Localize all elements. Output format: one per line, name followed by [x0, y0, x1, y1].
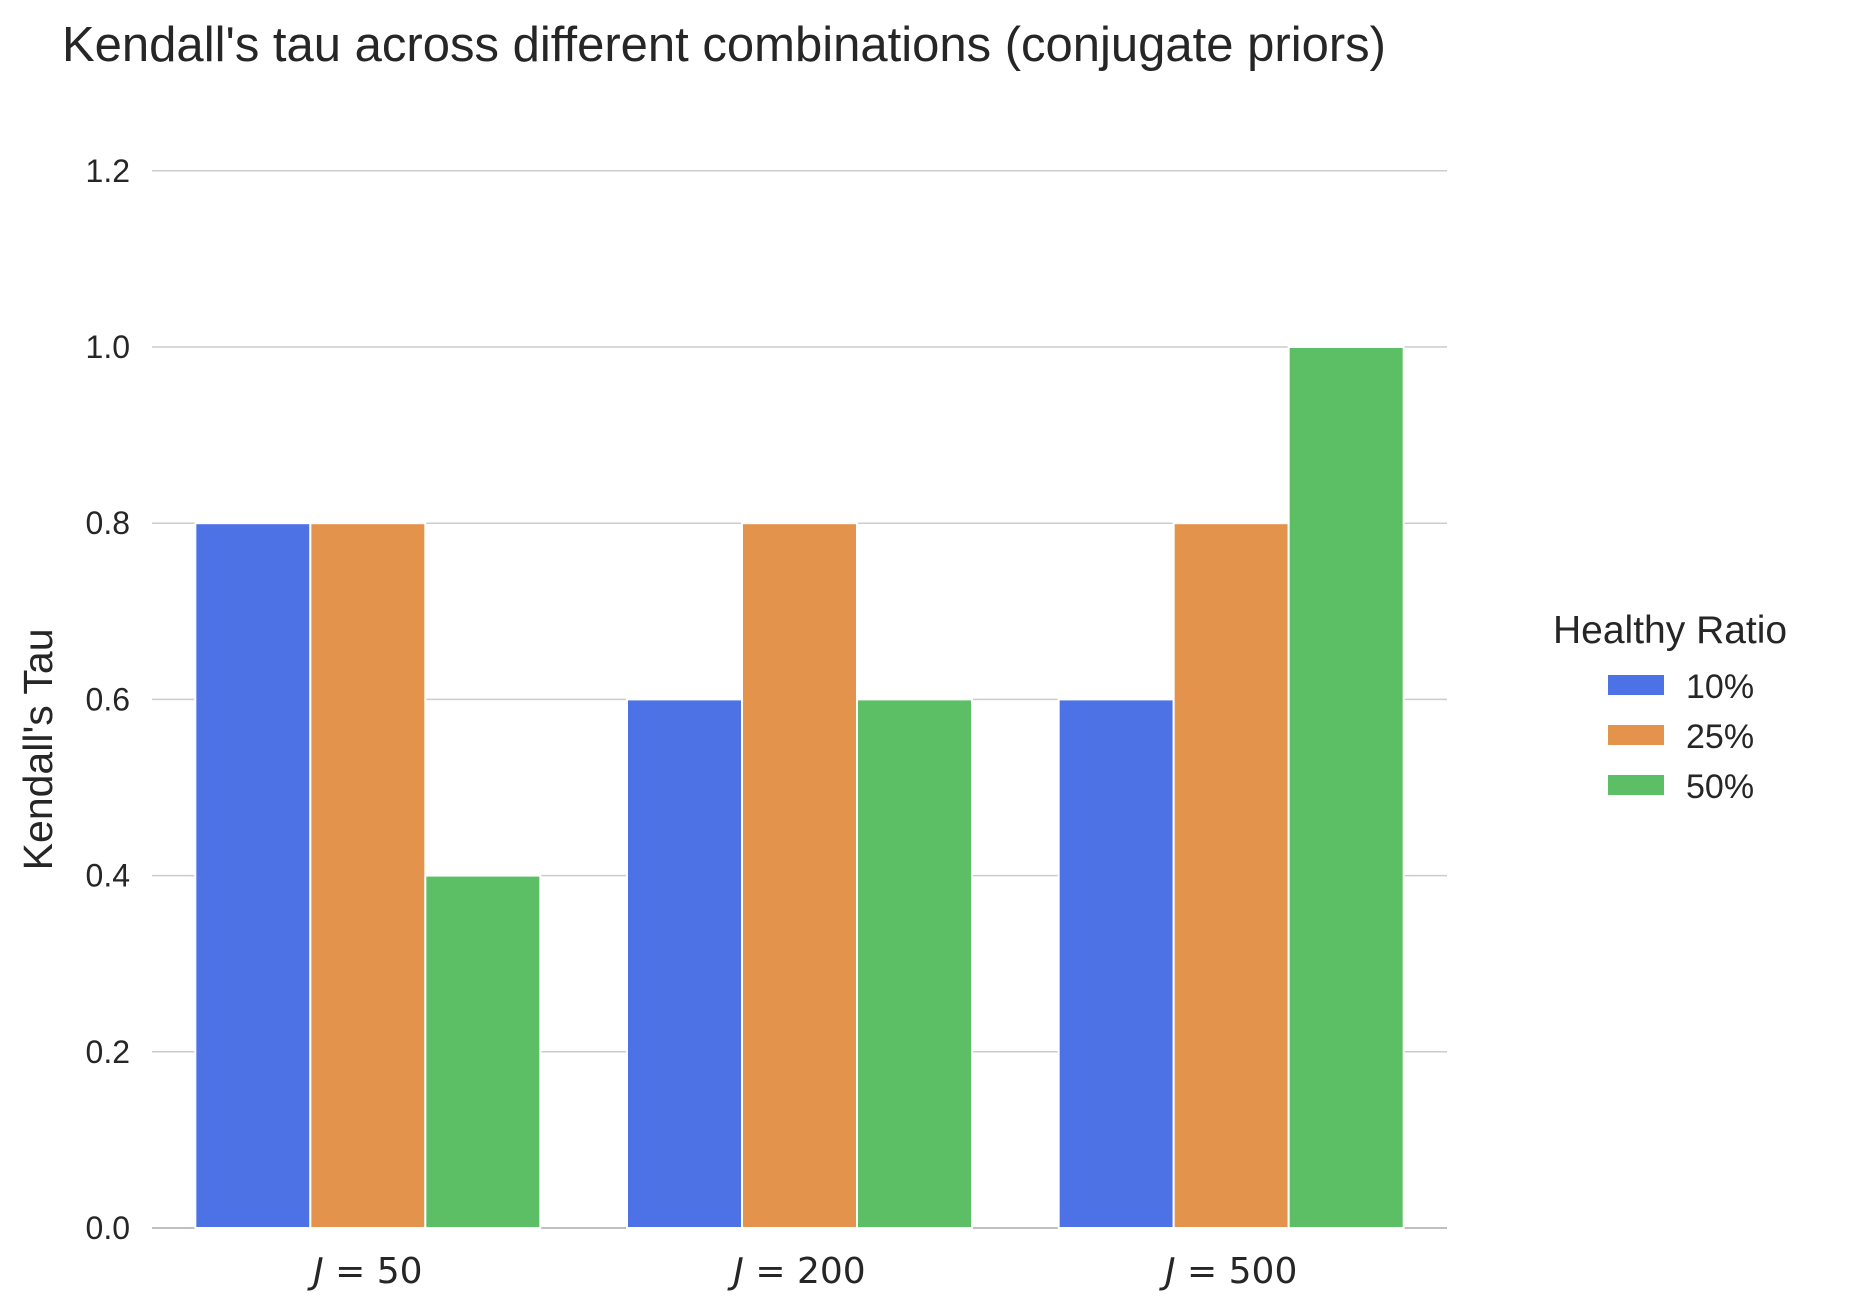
bars — [194, 346, 1405, 1229]
x-axis-ticks: J = 50 J = 200 J = 500 — [307, 1251, 1297, 1292]
bar-25pct-J=500 — [1172, 522, 1290, 1229]
chart-title: Kendall's tau across different combinati… — [62, 18, 1386, 72]
y-tick-label: 0.2 — [86, 1034, 130, 1070]
legend-label: 25% — [1686, 718, 1754, 756]
legend: Healthy Ratio 10% 25% 50% — [1553, 609, 1787, 806]
y-tick-label: 0.8 — [86, 505, 130, 541]
bar-10pct-J=200 — [626, 698, 743, 1229]
bar-50pct-J=200 — [856, 698, 973, 1229]
x-tick-label: J = 50 — [307, 1251, 422, 1292]
bar-10pct-J=50 — [194, 522, 312, 1229]
legend-label: 10% — [1686, 668, 1754, 706]
x-tick-value: = 200 — [744, 1251, 866, 1292]
x-tick-value: = 50 — [324, 1251, 423, 1292]
legend-swatch — [1608, 775, 1664, 795]
y-tick-label: 1.2 — [86, 153, 130, 189]
bar-10pct-J=500 — [1057, 698, 1175, 1229]
legend-swatch — [1608, 675, 1664, 695]
y-tick-label: 0.6 — [86, 681, 130, 717]
y-axis-ticks: 0.0 0.2 0.4 0.6 0.8 1.0 1.2 — [86, 153, 130, 1246]
y-tick-label: 1.0 — [86, 329, 130, 365]
bar-50pct-J=500 — [1287, 346, 1405, 1229]
legend-label: 50% — [1686, 768, 1754, 806]
x-tick-value: = 500 — [1176, 1251, 1298, 1292]
bar-25pct-J=50 — [309, 522, 427, 1229]
legend-swatch — [1608, 725, 1664, 745]
y-tick-label: 0.0 — [86, 1210, 130, 1246]
x-tick-variable: J — [1159, 1251, 1176, 1292]
y-tick-label: 0.4 — [86, 858, 130, 894]
bar-50pct-J=50 — [424, 874, 542, 1229]
x-tick-label: J = 200 — [727, 1251, 865, 1292]
bar-25pct-J=200 — [741, 522, 858, 1229]
x-tick-variable: J — [307, 1251, 324, 1292]
y-axis-label: Kendall's Tau — [15, 628, 61, 870]
x-tick-label: J = 500 — [1159, 1251, 1297, 1292]
legend-title: Healthy Ratio — [1553, 609, 1787, 652]
x-tick-variable: J — [727, 1251, 744, 1292]
